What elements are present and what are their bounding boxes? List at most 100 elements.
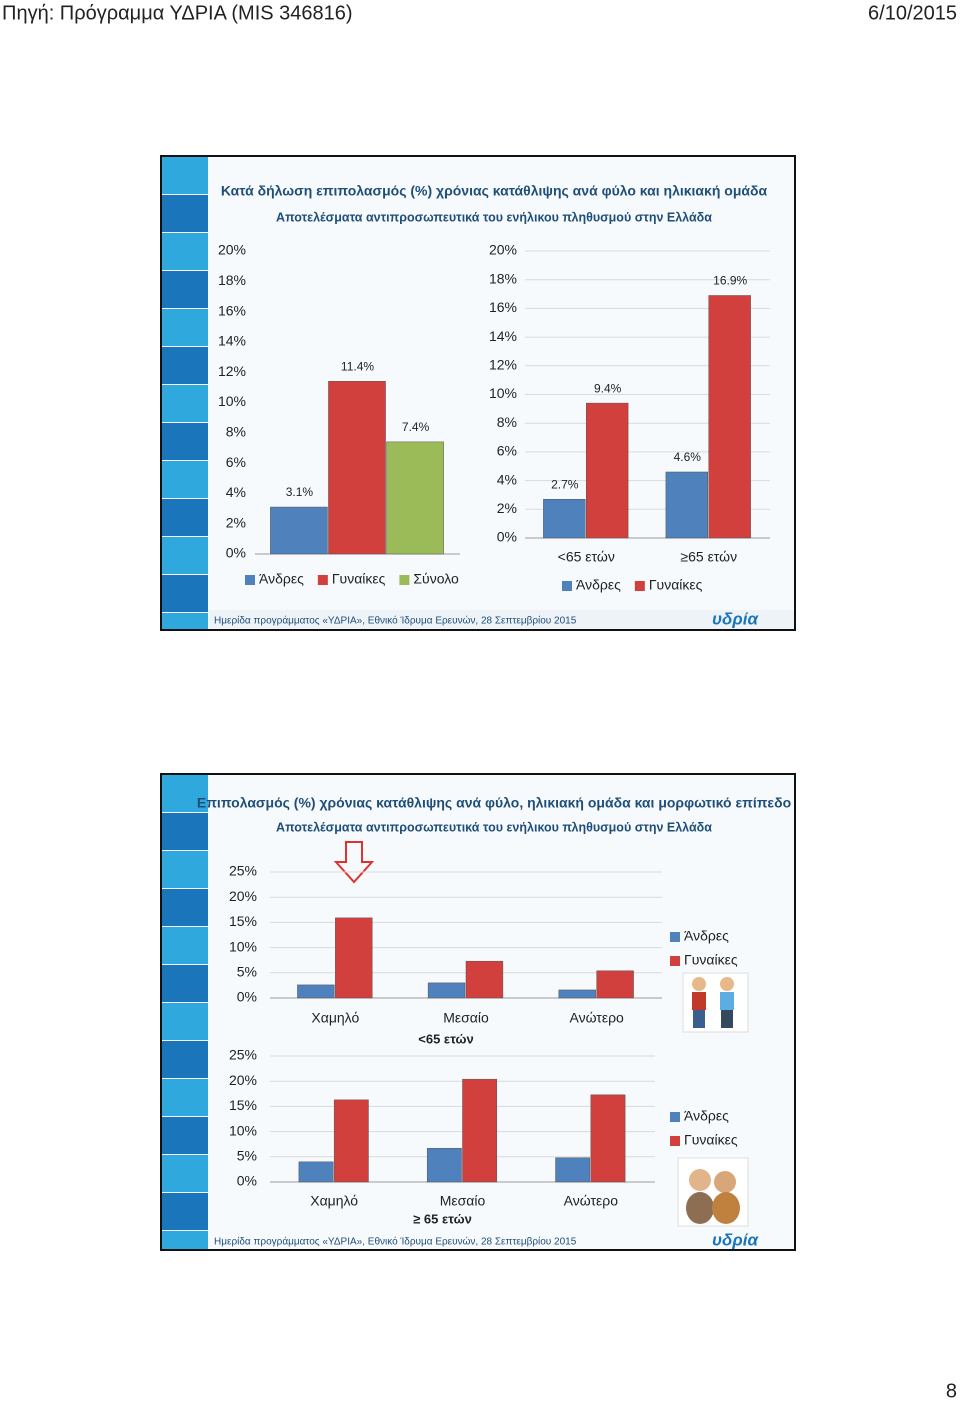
young-people-image <box>682 972 749 1033</box>
stripe-tile <box>162 889 208 926</box>
header-date: 6/10/2015 <box>868 2 957 24</box>
legend-swatch <box>399 575 410 585</box>
stripe-tile <box>162 423 208 460</box>
side-stripe <box>162 775 208 1249</box>
elderly-people-image <box>677 1157 749 1227</box>
y-tick-label: 18% <box>489 270 517 286</box>
stripe-tile <box>162 965 208 1002</box>
header-source: Πηγή: Πρόγραμμα ΥΔΡΙΑ (MIS 346816) <box>2 2 353 24</box>
x-tick-label: Ανώτερο <box>564 1193 619 1209</box>
bar <box>590 1094 626 1183</box>
legend-swatch <box>670 1136 680 1146</box>
y-tick-label: 10% <box>229 938 257 954</box>
stripe-tile <box>162 1155 208 1192</box>
y-tick-label: 25% <box>229 863 257 879</box>
data-label: 2.7% <box>551 477 579 491</box>
bar <box>270 506 328 555</box>
legend-swatch <box>670 932 680 942</box>
data-label: 7.4% <box>402 420 430 434</box>
slide-1: Κατά δήλωση επιπολασμός (%) χρόνιας κατά… <box>160 155 796 631</box>
legend-label: Άνδρες <box>259 571 304 587</box>
legend-label: Γυναίκες <box>332 571 386 587</box>
legend-swatch <box>670 1112 680 1122</box>
y-tick-label: 4% <box>497 471 517 487</box>
data-label: 3.1% <box>286 485 314 499</box>
x-tick-label: Χαμηλό <box>310 1193 358 1209</box>
bar <box>298 1161 334 1183</box>
bar <box>333 1099 369 1183</box>
bar <box>465 960 504 999</box>
stripe-tile <box>162 157 208 194</box>
y-tick-label: 25% <box>229 1047 257 1063</box>
data-label: 16.9% <box>713 274 747 288</box>
stripe-tile <box>162 851 208 888</box>
y-tick-label: 12% <box>218 363 246 379</box>
y-tick-label: 0% <box>237 989 257 1005</box>
x-tick-label: Μεσαίο <box>440 1193 486 1209</box>
bar <box>555 1157 591 1183</box>
stripe-tile <box>162 813 208 850</box>
x-axis-label: <65 ετών <box>418 1031 474 1046</box>
y-tick-label: 10% <box>229 1122 257 1138</box>
stripe-tile <box>162 1231 208 1249</box>
x-tick-label: Μεσαίο <box>443 1010 489 1026</box>
y-tick-label: 2% <box>226 514 246 530</box>
slide-footer: Ημερίδα προγράμματος «ΥΔΡΙΑ», Εθνικό Ίδρ… <box>214 1236 577 1248</box>
stripe-tile <box>162 195 208 232</box>
stripe-tile <box>162 385 208 422</box>
y-tick-label: 0% <box>226 545 246 561</box>
page-number: 8 <box>946 1380 957 1402</box>
y-tick-label: 16% <box>489 299 517 315</box>
slide-title: Κατά δήλωση επιπολασμός (%) χρόνιας κατά… <box>221 183 768 199</box>
y-tick-label: 5% <box>237 964 257 980</box>
stripe-tile <box>162 347 208 384</box>
y-tick-label: 5% <box>237 1148 257 1164</box>
bar <box>543 499 586 539</box>
y-tick-label: 10% <box>218 393 246 409</box>
stripe-tile <box>162 1193 208 1230</box>
legend-swatch <box>245 575 255 585</box>
logo: υδρία <box>712 609 759 628</box>
bar <box>586 402 629 539</box>
stripe-tile <box>162 1003 208 1040</box>
x-tick-label: Χαμηλό <box>311 1010 359 1026</box>
stripe-tile <box>162 775 208 812</box>
stripe-tile <box>162 233 208 270</box>
legend-swatch <box>317 575 328 585</box>
x-tick-label: <65 ετών <box>558 549 615 565</box>
y-tick-label: 2% <box>497 500 517 516</box>
legend-label: Άνδρες <box>576 577 621 593</box>
stripe-tile <box>162 575 208 612</box>
stripe-tile <box>162 499 208 536</box>
stripe-tile <box>162 537 208 574</box>
bar <box>558 989 596 999</box>
legend-label: Γυναίκες <box>649 577 703 593</box>
footer-band <box>209 610 794 629</box>
x-axis-label: ≥ 65 ετών <box>413 1211 472 1226</box>
bar <box>328 381 386 555</box>
slide-title: Επιπολασμός (%) χρόνιας κατάθλιψης ανά φ… <box>197 795 791 811</box>
y-tick-label: 20% <box>229 1072 257 1088</box>
bar <box>426 1147 462 1183</box>
bar <box>708 295 751 539</box>
y-tick-label: 14% <box>489 328 517 344</box>
y-tick-label: 16% <box>218 302 246 318</box>
slide-frame <box>160 155 796 631</box>
bar <box>462 1078 498 1183</box>
bar <box>335 917 373 999</box>
stripe-tile <box>162 1117 208 1154</box>
legend-label: Γυναίκες <box>684 1132 738 1148</box>
y-tick-label: 4% <box>226 484 246 500</box>
bar <box>596 970 634 999</box>
stripe-tile <box>162 461 208 498</box>
data-label: 9.4% <box>594 381 622 395</box>
y-tick-label: 6% <box>226 454 246 470</box>
x-tick-label: Ανώτερο <box>569 1010 624 1026</box>
y-tick-label: 10% <box>489 385 517 401</box>
y-tick-label: 20% <box>218 242 246 258</box>
y-tick-label: 20% <box>489 242 517 258</box>
y-tick-label: 8% <box>497 414 517 430</box>
bar <box>427 982 466 999</box>
stripe-tile <box>162 927 208 964</box>
